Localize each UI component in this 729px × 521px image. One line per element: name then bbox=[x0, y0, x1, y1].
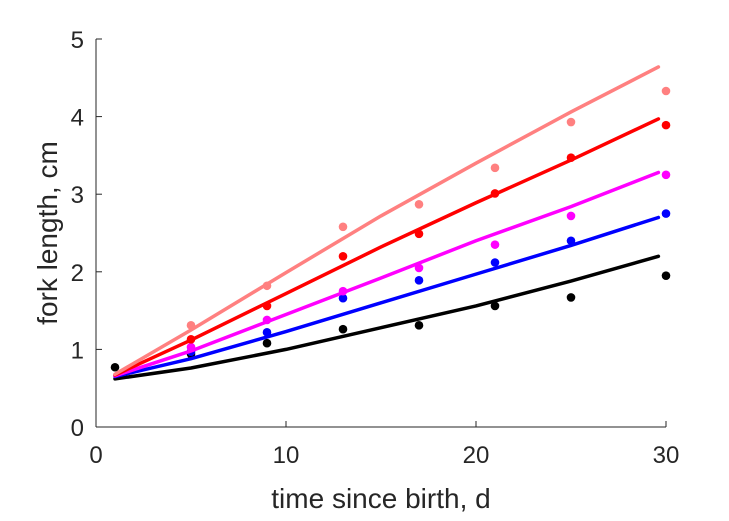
data-point bbox=[490, 163, 500, 173]
data-point bbox=[186, 342, 196, 352]
data-point bbox=[262, 301, 272, 311]
series-1 bbox=[110, 254, 671, 381]
fit-line bbox=[113, 170, 661, 378]
data-point bbox=[490, 301, 500, 311]
x-tick-label: 10 bbox=[273, 442, 300, 469]
data-point bbox=[566, 117, 576, 127]
fit-line bbox=[113, 65, 661, 376]
data-point bbox=[414, 321, 424, 330]
data-point bbox=[414, 199, 424, 209]
data-point bbox=[186, 321, 196, 330]
y-axis-ticks: 0 1 2 3 4 5 bbox=[71, 27, 102, 442]
series-5 bbox=[113, 65, 671, 376]
fit-line bbox=[113, 215, 661, 379]
data-point bbox=[566, 211, 576, 221]
data-point bbox=[661, 271, 671, 280]
data-point bbox=[338, 222, 348, 232]
data-point bbox=[110, 362, 120, 372]
data-point bbox=[262, 315, 272, 325]
data-point bbox=[490, 258, 500, 267]
data-point bbox=[661, 209, 671, 218]
y-tick-label: 1 bbox=[71, 337, 84, 364]
y-tick-label: 5 bbox=[71, 27, 84, 54]
data-point bbox=[262, 281, 272, 291]
data-point bbox=[338, 286, 348, 296]
series-3 bbox=[113, 170, 671, 378]
data-point bbox=[414, 276, 424, 285]
data-point bbox=[661, 86, 671, 96]
series-4 bbox=[113, 117, 671, 377]
data-point bbox=[338, 251, 348, 261]
fit-line bbox=[113, 117, 661, 377]
y-tick-label: 3 bbox=[71, 182, 84, 209]
data-point bbox=[262, 338, 272, 348]
data-point bbox=[566, 236, 576, 246]
y-tick-label: 4 bbox=[71, 105, 84, 132]
data-point bbox=[414, 263, 424, 273]
y-tick-label: 2 bbox=[71, 260, 84, 287]
x-axis-ticks: 0 10 20 30 bbox=[89, 421, 679, 469]
data-point bbox=[490, 189, 500, 198]
x-tick-label: 20 bbox=[463, 442, 490, 469]
data-point bbox=[262, 328, 272, 337]
data-point bbox=[338, 293, 348, 303]
data-point bbox=[661, 120, 671, 130]
data-point bbox=[566, 153, 576, 163]
data-point bbox=[490, 240, 500, 249]
x-axis-title: time since birth, d bbox=[271, 483, 490, 514]
y-tick-label: 0 bbox=[71, 415, 84, 442]
y-axis-title: fork length, cm bbox=[32, 141, 63, 325]
x-tick-label: 0 bbox=[89, 442, 102, 469]
data-point bbox=[414, 229, 424, 239]
data-point bbox=[661, 170, 671, 180]
data-point bbox=[338, 324, 348, 334]
fit-line bbox=[113, 254, 661, 381]
data-point bbox=[186, 335, 196, 344]
data-point bbox=[566, 293, 576, 302]
x-tick-label: 30 bbox=[653, 442, 680, 469]
series-layer bbox=[110, 65, 671, 381]
series-2 bbox=[113, 209, 671, 379]
